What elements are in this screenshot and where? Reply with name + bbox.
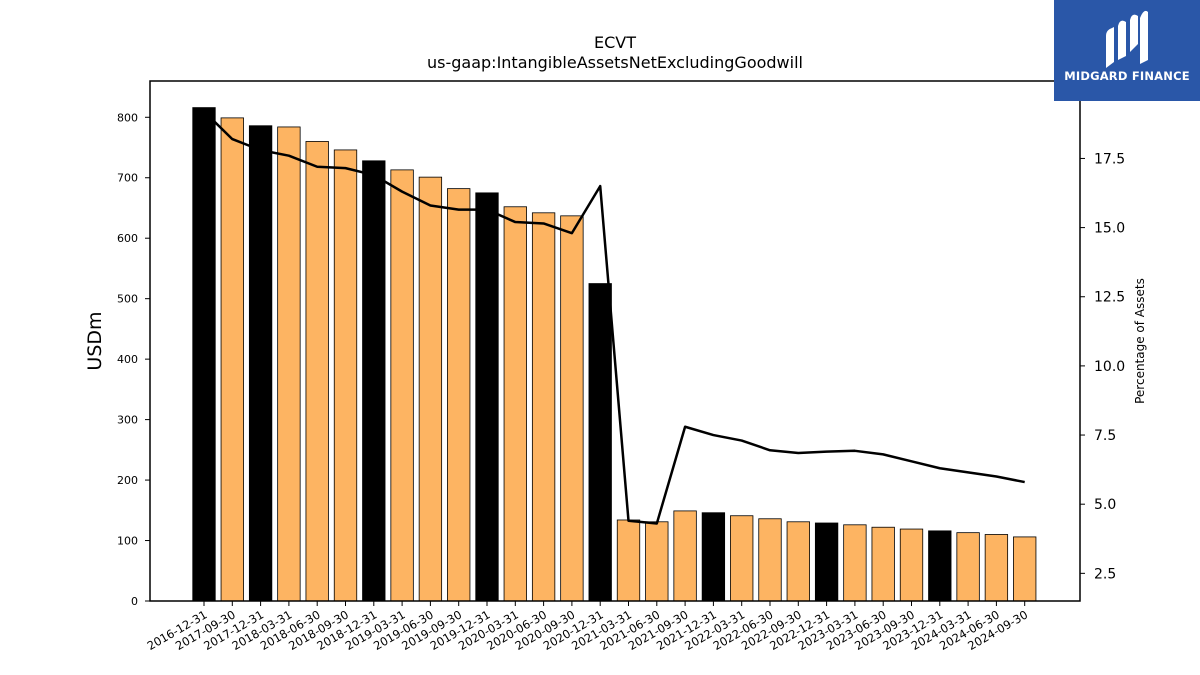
plot-area: 0 100 200 300 400 500 600 700 800 2.5 5.0 7.5 10.0 12… [117,80,1125,653]
bar [928,530,952,602]
bar [984,534,1009,602]
bar [645,521,669,602]
bar [956,532,980,602]
chart-title: ECVT [594,33,636,52]
y2-tick-label: 10.0 [1094,359,1125,375]
y-tick-label: 300 [117,414,138,427]
y-tick-label: 800 [117,111,138,124]
bar [503,206,527,602]
y2-tick-label: 15.0 [1094,221,1125,237]
y2-tick-label: 12.5 [1094,290,1125,306]
line-series [203,110,1025,525]
chart-subtitle: us-gaap:IntangibleAssetsNetExcludingGood… [427,53,803,72]
y-tick-label: 400 [117,353,138,366]
y-tick-label: 500 [117,293,138,306]
bar [560,215,584,602]
plot-frame [149,80,1081,602]
bar [843,524,867,602]
bar [786,521,810,602]
logo-text: MIDGARD FINANCE [1064,69,1190,83]
bar [673,510,697,602]
y-tick-label: 700 [117,172,138,185]
bar [447,188,471,602]
y-tick-label: 600 [117,232,138,245]
y2-axis-label: Percentage of Assets [1133,278,1147,404]
bar [899,528,924,602]
bar [588,283,612,602]
y-tick-label: 0 [131,595,138,608]
bar [305,141,329,602]
bar [362,160,386,602]
midgard-finance-logo: MIDGARD FINANCE [1054,0,1200,101]
bar [758,518,782,602]
y2-tick-label: 17.5 [1094,151,1125,167]
y2-tick-label: 2.5 [1094,566,1116,582]
bar [1013,536,1037,602]
bar [333,149,358,602]
bar [390,169,414,602]
y-tick-label: 200 [117,474,138,487]
bar [701,512,726,602]
bar [616,519,641,602]
bar [192,107,216,602]
bar [475,192,499,602]
bar [814,522,839,602]
bar [220,117,244,602]
midgard-m-logo-icon [1106,10,1148,68]
y-tick-label: 100 [117,535,138,548]
bar [871,526,895,602]
bar [248,125,273,602]
bar [730,515,754,602]
bar [277,126,301,602]
y-axis-label: USDm [84,311,106,370]
bar [418,176,443,602]
bar [531,212,556,602]
y2-tick-label: 5.0 [1094,497,1116,513]
y2-tick-label: 7.5 [1094,428,1116,444]
